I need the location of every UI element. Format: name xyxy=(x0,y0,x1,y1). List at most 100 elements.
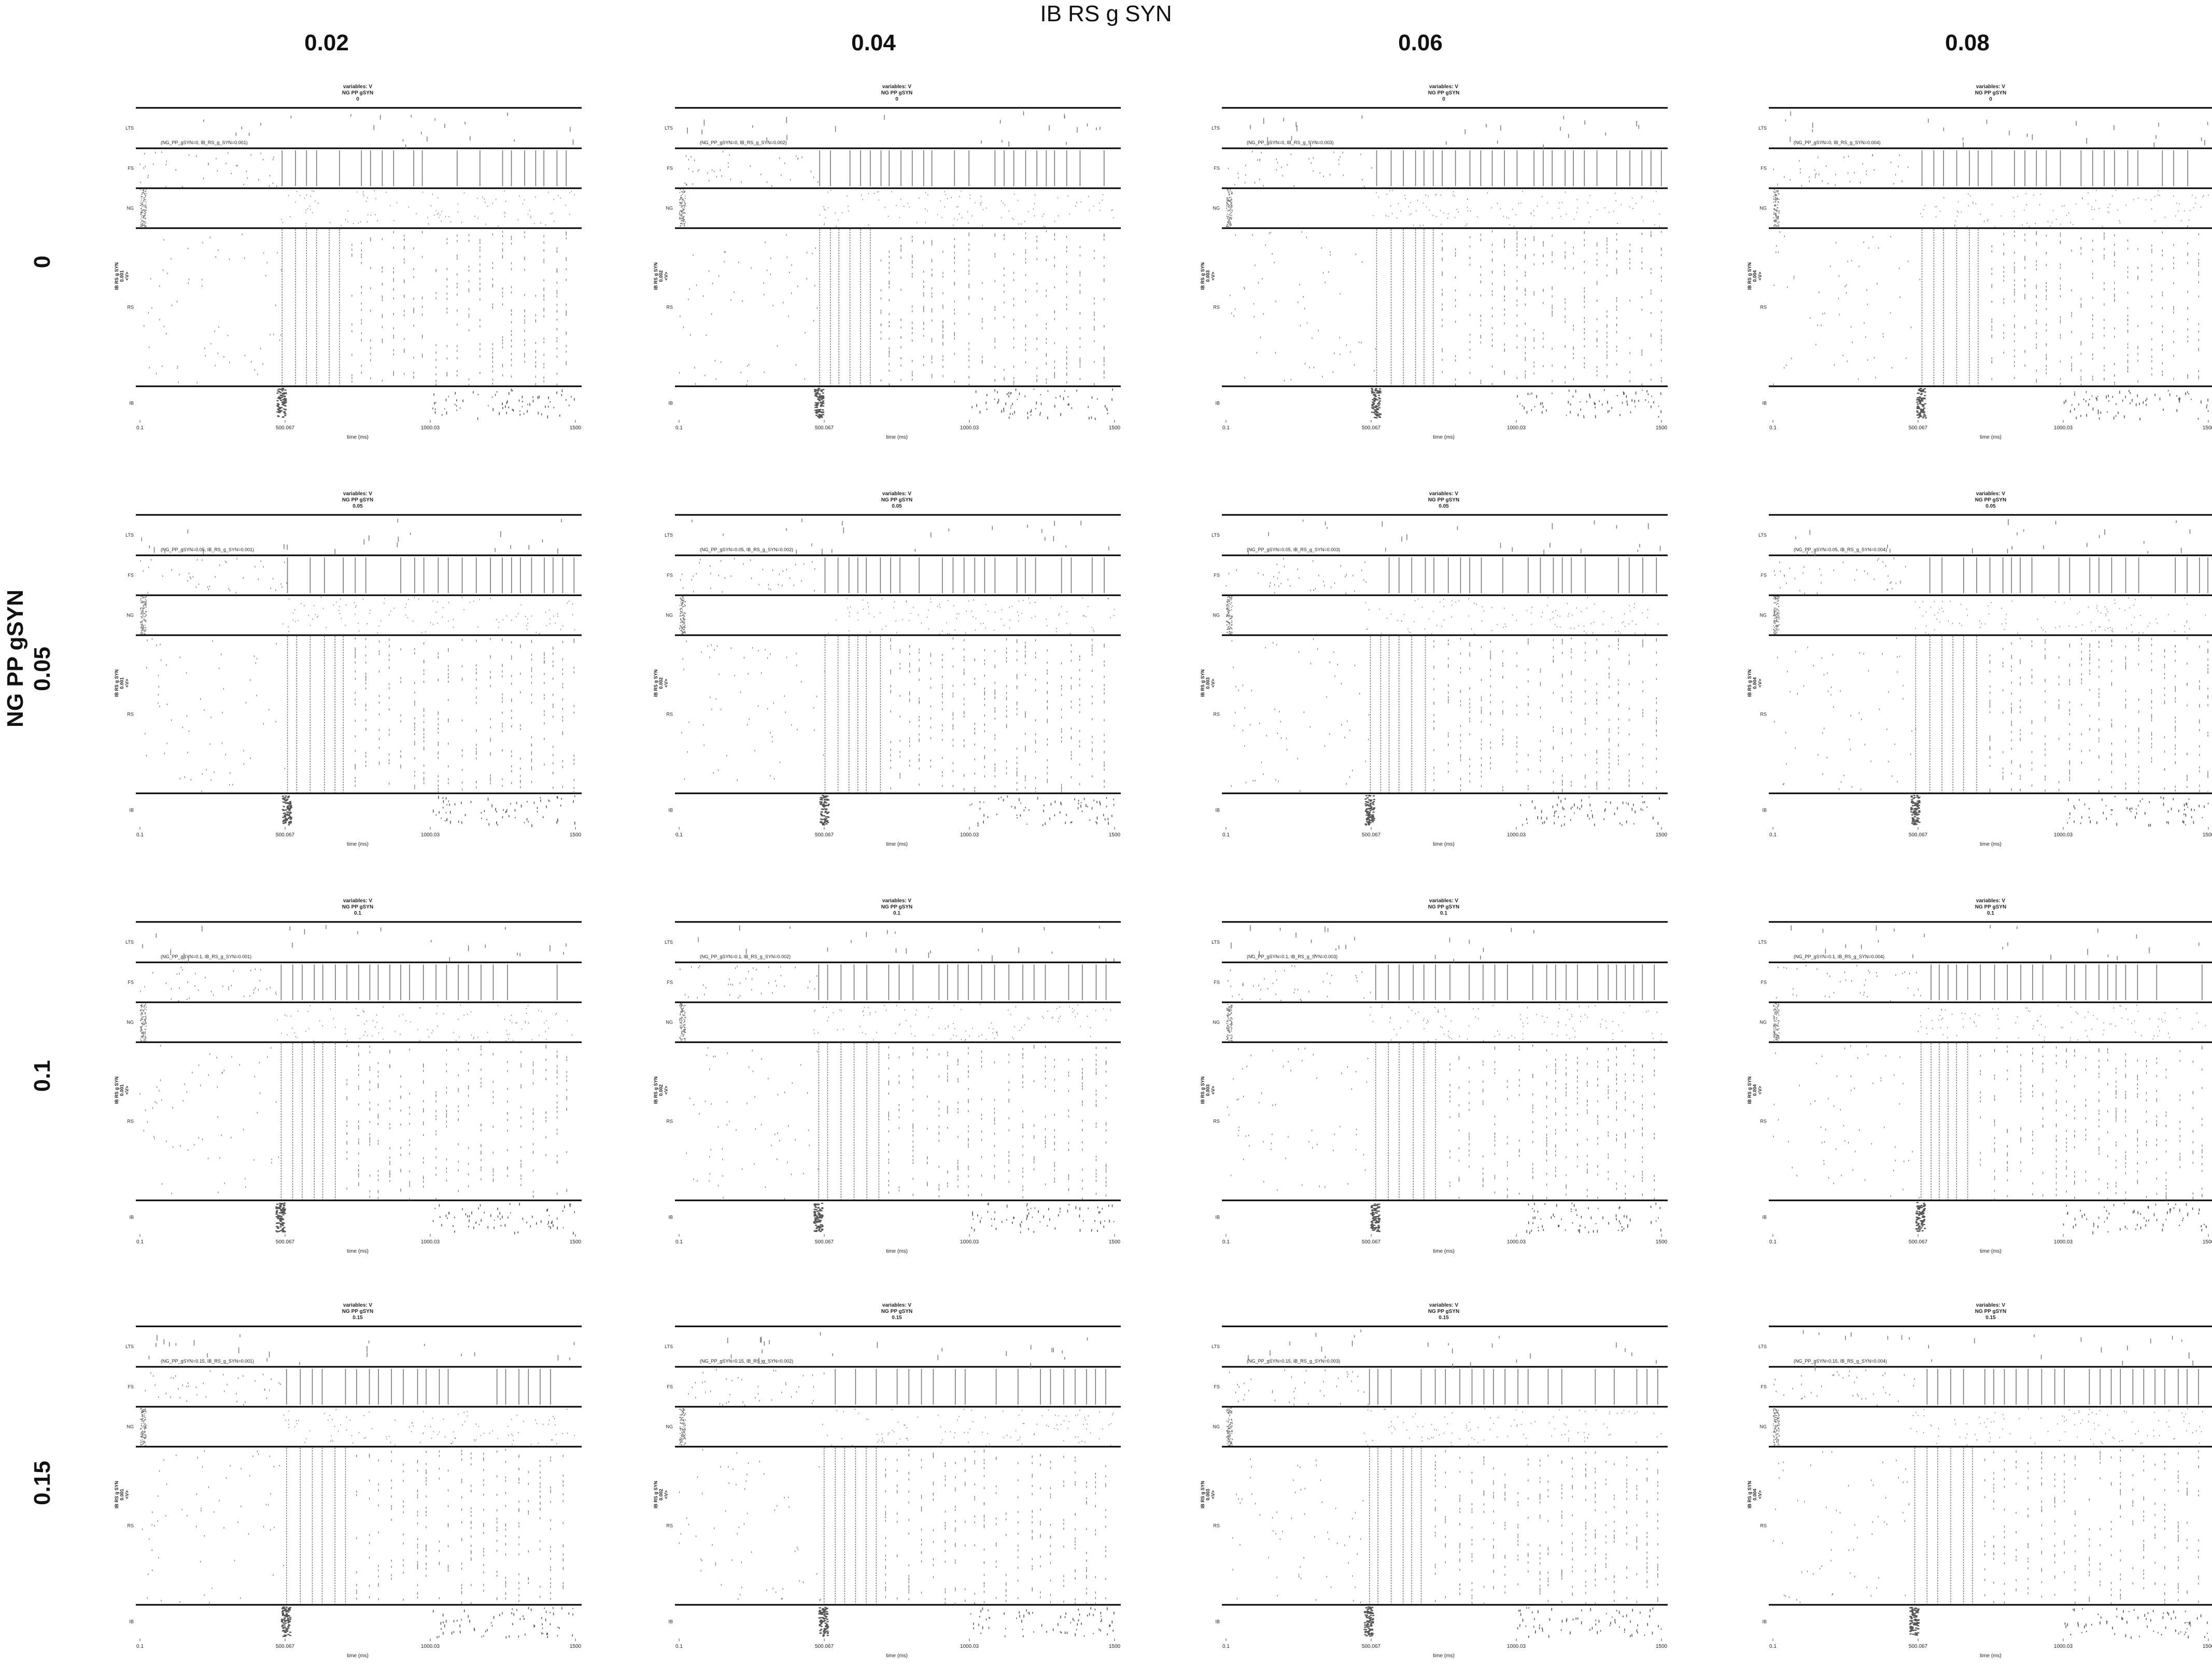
x-tick-label: 0.1 xyxy=(1769,425,1777,431)
population-label-rs: RS xyxy=(666,305,673,310)
x-axis-label: time (ms) xyxy=(347,435,369,440)
panel-title-variables: variables: V xyxy=(882,491,911,497)
x-tick-label: 500.067 xyxy=(1362,425,1381,431)
x-axis-label: time (ms) xyxy=(347,842,369,847)
row-value-2: 0.1 xyxy=(30,1060,55,1091)
population-label-lts: LTS xyxy=(665,125,673,131)
fs-spikes xyxy=(140,557,574,594)
y-axis-label-unit: <V> xyxy=(124,679,130,688)
ng-spikes xyxy=(679,190,1114,227)
rs-spikes xyxy=(682,636,1104,793)
population-label-fs: FS xyxy=(128,166,134,171)
x-tick-label: 1000.03 xyxy=(421,425,440,431)
ib-spikes xyxy=(1916,388,2208,421)
y-axis-label-unit: <V> xyxy=(124,272,130,281)
col-value-0: 0.02 xyxy=(223,30,430,56)
population-label-ib: IB xyxy=(1215,401,1220,406)
panel-legend-text: (NG_PP_gSYN=0.05, IB_RS_g_SYN=0.001) xyxy=(161,547,254,552)
x-tick-label: 1500 xyxy=(1109,425,1121,431)
rs-spikes xyxy=(145,636,574,793)
fs-spikes xyxy=(681,557,1105,593)
y-axis-label-value: 0.001 xyxy=(119,270,124,282)
panel-title-variables: variables: V xyxy=(343,84,372,90)
fs-spikes xyxy=(685,150,1104,187)
x-tick-label: 1000.03 xyxy=(421,832,440,838)
x-tick-label: 0.1 xyxy=(675,425,683,431)
x-tick-label: 500.067 xyxy=(276,425,295,431)
panel-title-param: NG PP gSYN xyxy=(342,90,373,96)
ng-spikes xyxy=(1226,189,1659,227)
population-label-lts: LTS xyxy=(125,533,134,538)
y-axis-label-param: IB RS g SYN xyxy=(114,262,119,290)
y-axis-label-param: IB RS g SYN xyxy=(653,262,658,290)
panel-legend-text: (NG_PP_gSYN=0, IB_RS_g_SYN=0.001) xyxy=(161,140,248,145)
ng-spikes xyxy=(140,596,575,634)
panel-title-param: NG PP gSYN xyxy=(881,497,912,503)
x-param-title: IB RS g SYN xyxy=(0,1,2212,27)
row-value-3: 0.15 xyxy=(30,1461,55,1505)
rs-spikes xyxy=(1773,229,2199,386)
col-value-3: 0.08 xyxy=(1864,30,2071,56)
ng-spikes xyxy=(679,596,1115,634)
panel-title-param: NG PP gSYN xyxy=(881,90,912,96)
panel-legend-text: (NG_PP_gSYN=0, IB_RS_g_SYN=0.002) xyxy=(700,140,787,145)
x-axis-label: time (ms) xyxy=(1433,435,1455,440)
x-axis-label: time (ms) xyxy=(886,435,908,440)
population-label-lts: LTS xyxy=(665,533,673,538)
x-tick-label: 1500 xyxy=(570,425,582,431)
population-label-ng: NG xyxy=(127,206,134,211)
row-value-0: 0 xyxy=(30,256,55,268)
population-label-fs: FS xyxy=(667,573,673,578)
y-axis-label-value: 0.002 xyxy=(658,270,664,282)
population-label-lts: LTS xyxy=(125,125,134,131)
x-tick-label: 500.067 xyxy=(276,832,295,838)
ng-spikes xyxy=(140,190,574,227)
x-tick-label: 500.067 xyxy=(815,425,834,431)
ib-spikes xyxy=(282,795,575,827)
panel-title-param: NG PP gSYN xyxy=(1975,90,2006,96)
y-axis-label-value: 0.003 xyxy=(1205,270,1210,282)
panel-title-value: 0 xyxy=(1442,96,1445,102)
x-tick-label: 0.1 xyxy=(1222,425,1230,431)
panel-title-value: 0 xyxy=(1989,96,1992,102)
ng-spikes xyxy=(1773,190,2208,228)
population-label-fs: FS xyxy=(1214,166,1220,171)
y-axis-label-value: 0.004 xyxy=(1752,270,1757,282)
fs-spikes xyxy=(140,150,566,188)
population-label-ng: NG xyxy=(1760,206,1767,211)
x-tick-label: 0.1 xyxy=(136,425,144,431)
x-tick-label: 1000.03 xyxy=(2054,425,2073,431)
panel-title-value: 0.05 xyxy=(353,503,363,509)
panel-title-variables: variables: V xyxy=(1976,84,2005,90)
population-label-rs: RS xyxy=(127,305,134,310)
population-label-lts: LTS xyxy=(1758,125,1767,131)
population-label-ib: IB xyxy=(668,808,673,813)
y-param-title: NG PP gSYN xyxy=(3,590,29,727)
population-label-ib: IB xyxy=(1762,401,1767,406)
population-label-ib: IB xyxy=(129,808,134,813)
x-tick-label: 1000.03 xyxy=(960,425,979,431)
x-tick-label: 1500 xyxy=(2203,425,2212,431)
population-label-rs: RS xyxy=(666,712,673,717)
y-axis-label-unit: <V> xyxy=(1757,272,1763,281)
fs-spikes xyxy=(1228,150,1661,187)
rs-spikes xyxy=(1230,229,1661,386)
x-tick-label: 500.067 xyxy=(1909,425,1928,431)
population-label-rs: RS xyxy=(1760,305,1767,310)
panel-title-variables: variables: V xyxy=(343,491,372,497)
population-label-rs: RS xyxy=(1213,305,1220,310)
x-axis-label: time (ms) xyxy=(1980,435,2002,440)
y-axis-label-param: IB RS g SYN xyxy=(653,669,658,697)
